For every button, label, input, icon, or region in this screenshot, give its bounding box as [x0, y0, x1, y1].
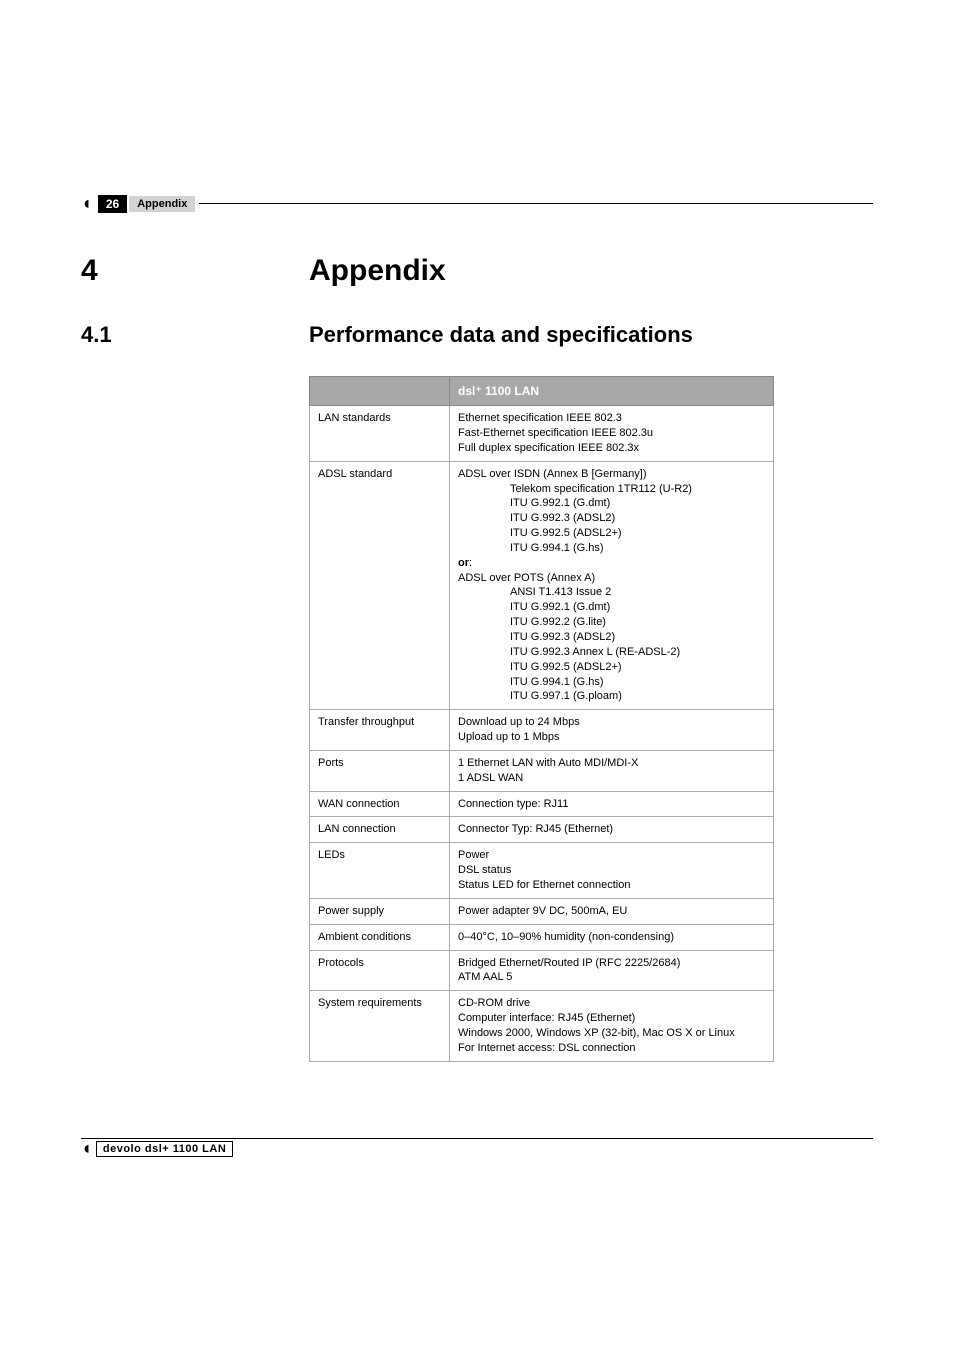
value-line: CD-ROM drive — [458, 996, 765, 1011]
value-line: Telekom specification 1TR112 (U-R2) — [510, 482, 765, 497]
or-colon: : — [469, 557, 472, 569]
row-value: Power adapter 9V DC, 500mA, EU — [450, 898, 774, 924]
row-label: Ambient conditions — [310, 924, 450, 950]
chapter-number: 4 — [81, 254, 309, 288]
indent-block: Telekom specification 1TR112 (U-R2) ITU … — [458, 482, 765, 556]
table-row: System requirements CD-ROM drive Compute… — [310, 991, 774, 1061]
row-value: 1 Ethernet LAN with Auto MDI/MDI-X 1 ADS… — [450, 750, 774, 791]
value-line: ADSL over ISDN (Annex B [Germany]) — [458, 467, 765, 482]
footer-row: ◖ devolo dsl+ 1100 LAN — [81, 1138, 873, 1159]
chapter-title: Appendix — [309, 254, 446, 288]
row-value: ADSL over ISDN (Annex B [Germany]) Telek… — [450, 461, 774, 710]
value-line: DSL status — [458, 863, 765, 878]
value-line: ITU G.992.1 (G.dmt) — [510, 496, 765, 511]
row-value: Ethernet specification IEEE 802.3 Fast-E… — [450, 406, 774, 462]
row-label: LAN standards — [310, 406, 450, 462]
table-row: Ambient conditions 0–40°C, 10–90% humidi… — [310, 924, 774, 950]
value-line: Windows 2000, Windows XP (32-bit), Mac O… — [458, 1026, 765, 1041]
table-row: Protocols Bridged Ethernet/Routed IP (RF… — [310, 950, 774, 991]
value-line: For Internet access: DSL connection — [458, 1041, 765, 1056]
page-footer: ◖ devolo dsl+ 1100 LAN — [81, 1138, 873, 1159]
value-line: ITU G.992.5 (ADSL2+) — [510, 660, 765, 675]
row-label: System requirements — [310, 991, 450, 1061]
value-line: ITU G.994.1 (G.hs) — [510, 675, 765, 690]
value-line: ITU G.992.5 (ADSL2+) — [510, 526, 765, 541]
row-label: Power supply — [310, 898, 450, 924]
value-line: Power — [458, 848, 765, 863]
header-label: Appendix — [129, 196, 195, 212]
value-line: ITU G.992.3 (ADSL2) — [510, 511, 765, 526]
value-line: ANSI T1.413 Issue 2 — [510, 585, 765, 600]
section-heading: 4.1 Performance data and specifications — [81, 322, 693, 348]
footer-text: devolo dsl+ 1100 LAN — [96, 1141, 233, 1157]
row-value: Bridged Ethernet/Routed IP (RFC 2225/268… — [450, 950, 774, 991]
value-line: Download up to 24 Mbps — [458, 715, 765, 730]
table-row: LAN standards Ethernet specification IEE… — [310, 406, 774, 462]
table-row: Ports 1 Ethernet LAN with Auto MDI/MDI-X… — [310, 750, 774, 791]
table-header-row: dsl⁺ 1100 LAN — [310, 377, 774, 406]
row-value: Connection type: RJ11 — [450, 791, 774, 817]
section-title: Performance data and specifications — [309, 322, 693, 348]
or-text: or — [458, 557, 469, 569]
row-label: LEDs — [310, 843, 450, 899]
table-row: Transfer throughput Download up to 24 Mb… — [310, 710, 774, 751]
value-line: Upload up to 1 Mbps — [458, 730, 765, 745]
value-line: ITU G.992.1 (G.dmt) — [510, 600, 765, 615]
value-line: 1 ADSL WAN — [458, 771, 765, 786]
value-line: Status LED for Ethernet connection — [458, 878, 765, 893]
table-row: ADSL standard ADSL over ISDN (Annex B [G… — [310, 461, 774, 710]
row-value: Connector Typ: RJ45 (Ethernet) — [450, 817, 774, 843]
table-header-product: dsl⁺ 1100 LAN — [450, 377, 774, 406]
value-line: Full duplex specification IEEE 802.3x — [458, 441, 765, 456]
row-label: LAN connection — [310, 817, 450, 843]
value-line: Ethernet specification IEEE 802.3 — [458, 411, 765, 426]
row-value: Power DSL status Status LED for Ethernet… — [450, 843, 774, 899]
row-label: Ports — [310, 750, 450, 791]
value-line: ITU G.992.3 (ADSL2) — [510, 630, 765, 645]
value-line: Fast-Ethernet specification IEEE 802.3u — [458, 426, 765, 441]
row-label: WAN connection — [310, 791, 450, 817]
value-line: ATM AAL 5 — [458, 970, 765, 985]
value-line: ITU G.992.3 Annex L (RE-ADSL-2) — [510, 645, 765, 660]
value-line: Bridged Ethernet/Routed IP (RFC 2225/268… — [458, 956, 765, 971]
table-row: LEDs Power DSL status Status LED for Eth… — [310, 843, 774, 899]
section-number: 4.1 — [81, 322, 309, 348]
spec-table: dsl⁺ 1100 LAN LAN standards Ethernet spe… — [309, 376, 774, 1062]
value-line: ADSL over POTS (Annex A) — [458, 571, 765, 586]
indent-block: ANSI T1.413 Issue 2 ITU G.992.1 (G.dmt) … — [458, 585, 765, 704]
table-row: Power supply Power adapter 9V DC, 500mA,… — [310, 898, 774, 924]
value-line: or: — [458, 556, 765, 571]
row-value: Download up to 24 Mbps Upload up to 1 Mb… — [450, 710, 774, 751]
value-line: ITU G.994.1 (G.hs) — [510, 541, 765, 556]
footer-bullet-icon: ◖ — [81, 1138, 92, 1159]
row-label: ADSL standard — [310, 461, 450, 710]
page-header: ◖ 26 Appendix — [81, 193, 873, 214]
header-rule — [199, 203, 873, 204]
value-line: ITU G.992.2 (G.lite) — [510, 615, 765, 630]
row-value: CD-ROM drive Computer interface: RJ45 (E… — [450, 991, 774, 1061]
page-number: 26 — [98, 195, 127, 213]
row-label: Protocols — [310, 950, 450, 991]
chapter-heading: 4 Appendix — [81, 254, 446, 288]
row-value: 0–40°C, 10–90% humidity (non-condensing) — [450, 924, 774, 950]
value-line: ITU G.997.1 (G.ploam) — [510, 689, 765, 704]
header-bullet-icon: ◖ — [81, 193, 92, 214]
value-line: 1 Ethernet LAN with Auto MDI/MDI-X — [458, 756, 765, 771]
table-row: WAN connection Connection type: RJ11 — [310, 791, 774, 817]
table-header-empty — [310, 377, 450, 406]
row-label: Transfer throughput — [310, 710, 450, 751]
table-row: LAN connection Connector Typ: RJ45 (Ethe… — [310, 817, 774, 843]
value-line: Computer interface: RJ45 (Ethernet) — [458, 1011, 765, 1026]
